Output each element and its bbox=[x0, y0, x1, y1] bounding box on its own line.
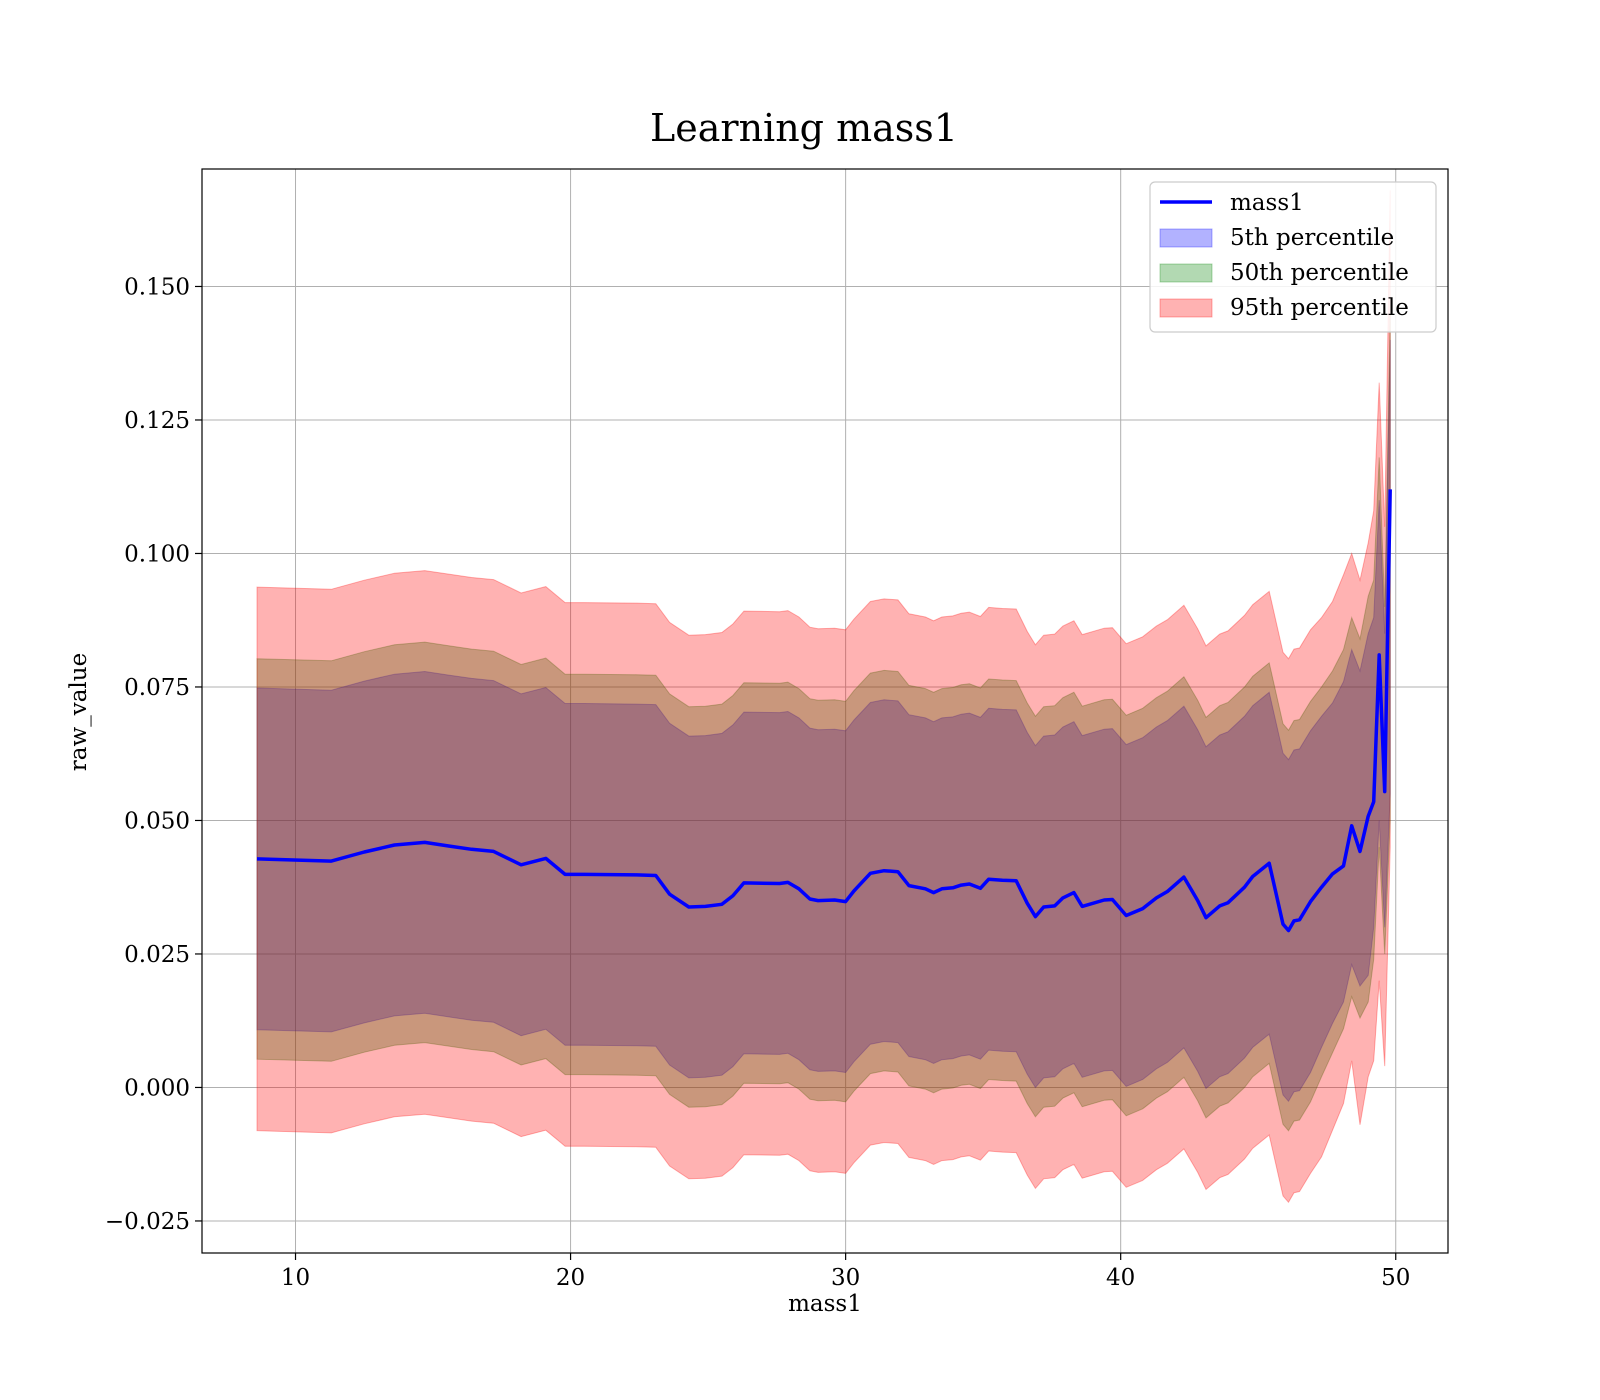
band-5th-percentile bbox=[256, 339, 1391, 1103]
x-tick-label: 40 bbox=[1106, 1265, 1135, 1291]
series-lines bbox=[256, 489, 1392, 933]
x-tick-label: 50 bbox=[1381, 1265, 1410, 1291]
legend-box bbox=[1149, 181, 1437, 333]
legend: mass1 5th percentile 50th percentile 95t… bbox=[1149, 181, 1437, 333]
y-tick-label: 0.125 bbox=[124, 408, 190, 434]
chart-title: Learning mass1 bbox=[650, 106, 958, 150]
y-tick-label: −0.025 bbox=[105, 1209, 190, 1235]
axis-ticks: 10 20 30 40 50 −0.025 0.000 0.025 0.050 0.075 0.10… bbox=[105, 274, 1411, 1291]
legend-swatch-50th bbox=[1159, 263, 1213, 283]
y-tick-label: 0.075 bbox=[124, 675, 190, 701]
x-tick-label: 30 bbox=[831, 1265, 860, 1291]
legend-swatch-95th bbox=[1159, 298, 1213, 318]
legend-label-95th: 95th percentile bbox=[1230, 295, 1409, 321]
plot-area bbox=[202, 169, 1448, 1253]
y-tick-label: 0.000 bbox=[124, 1075, 190, 1101]
plot-frame bbox=[201, 168, 1449, 1254]
percentile-bands bbox=[256, 190, 1391, 1204]
x-tick-label: 10 bbox=[281, 1265, 310, 1291]
grid-lines bbox=[202, 169, 1448, 1253]
x-tick-label: 20 bbox=[556, 1265, 585, 1291]
legend-label-50th: 50th percentile bbox=[1230, 260, 1409, 286]
legend-swatch-5th bbox=[1159, 228, 1213, 248]
band-50th-percentile bbox=[256, 313, 1391, 1132]
band-95th-percentile bbox=[256, 190, 1391, 1204]
y-tick-label: 0.150 bbox=[124, 274, 190, 300]
mass1-line bbox=[256, 489, 1392, 933]
y-tick-label: 0.050 bbox=[124, 808, 190, 834]
legend-label-mass1: mass1 bbox=[1230, 190, 1304, 216]
y-tick-label: 0.100 bbox=[124, 541, 190, 567]
y-axis-label: raw_value bbox=[66, 653, 92, 771]
legend-label-5th: 5th percentile bbox=[1230, 225, 1394, 251]
x-axis-label: mass1 bbox=[788, 1291, 862, 1317]
y-tick-label: 0.025 bbox=[124, 942, 190, 968]
